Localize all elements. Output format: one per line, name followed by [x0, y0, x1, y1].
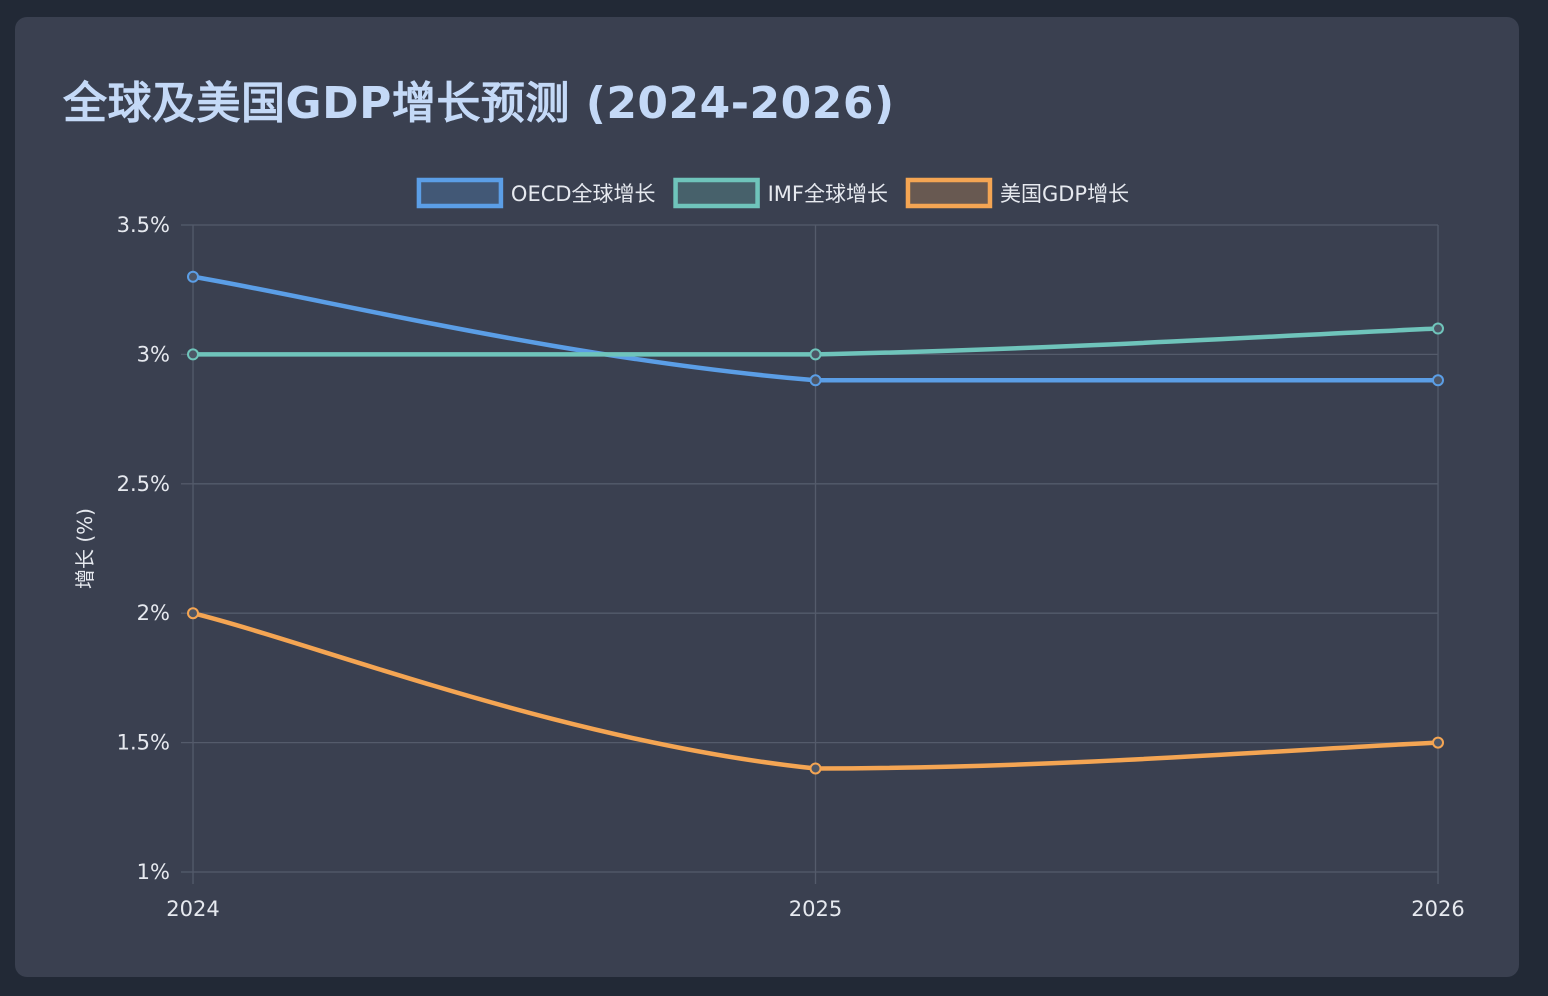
data-point — [187, 270, 199, 283]
y-tick-label: 1.5% — [117, 731, 170, 755]
legend-swatch — [905, 177, 993, 209]
chart-title: 全球及美国GDP增长预测 (2024-2026) — [63, 78, 895, 129]
data-point — [187, 607, 199, 620]
y-tick-label: 3.5% — [117, 213, 170, 237]
data-point — [809, 762, 822, 775]
x-tick-label: 2024 — [166, 897, 219, 921]
y-tick-label: 3% — [137, 342, 170, 366]
data-point — [1432, 736, 1444, 749]
data-point — [1432, 322, 1444, 335]
legend-swatch — [673, 177, 760, 209]
y-tick-label: 2.5% — [117, 472, 170, 496]
y-axis-title: 增长 (%) — [73, 508, 97, 589]
legend-label: 美国GDP增长 — [1000, 182, 1129, 206]
data-point — [187, 348, 199, 361]
legend-label: OECD全球增长 — [511, 182, 656, 206]
x-tick-label: 2026 — [1411, 897, 1464, 921]
y-tick-label: 2% — [137, 601, 170, 625]
legend-swatch — [416, 177, 504, 209]
data-point — [1432, 374, 1444, 387]
legend-label: IMF全球增长 — [768, 182, 888, 206]
chart-card: 全球及美国GDP增长预测 (2024-2026) — [15, 17, 1519, 977]
data-point — [809, 374, 822, 387]
y-tick-label: 1% — [137, 860, 170, 884]
data-point — [809, 348, 822, 361]
x-tick-label: 2025 — [789, 897, 842, 921]
